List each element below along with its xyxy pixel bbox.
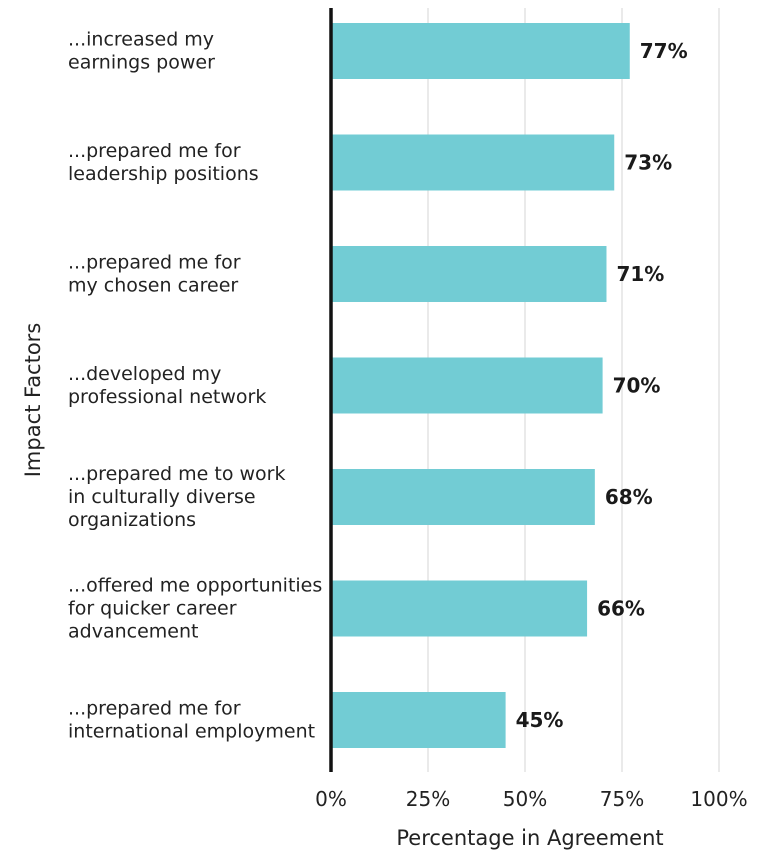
x-axis-title: Percentage in Agreement — [396, 826, 663, 850]
category-label: leadership positions — [68, 163, 259, 185]
category-label: ...prepared me to work — [68, 463, 285, 485]
value-label: 71% — [616, 262, 664, 286]
value-labels: 77% 73% 71% 70% 68% 66% 45% — [516, 39, 688, 732]
category-label: for quicker career — [68, 598, 237, 620]
bar — [331, 357, 603, 414]
category-label: organizations — [68, 509, 196, 531]
bar — [331, 469, 595, 525]
x-tick-label: 75% — [600, 787, 644, 811]
x-tick-labels: 0% 25% 50% 75% 100% — [315, 787, 747, 811]
value-label: 68% — [605, 485, 653, 509]
category-label: professional network — [68, 386, 266, 408]
x-tick-label: 100% — [690, 787, 747, 811]
category-label: ...increased my — [68, 29, 214, 51]
bar — [331, 23, 630, 79]
x-tick-label: 0% — [315, 787, 347, 811]
category-label: my chosen career — [68, 275, 238, 297]
y-axis-title: Impact Factors — [21, 323, 45, 478]
category-label: earnings power — [68, 52, 215, 74]
bars — [331, 23, 630, 748]
value-label: 73% — [624, 151, 672, 175]
value-label: 45% — [516, 708, 564, 732]
x-tick-label: 25% — [406, 787, 450, 811]
category-label: international employment — [68, 721, 315, 743]
category-label: ...prepared me for — [68, 252, 241, 274]
bar — [331, 580, 588, 637]
category-label: ...prepared me for — [68, 698, 241, 720]
value-label: 70% — [613, 374, 661, 398]
category-label: ...prepared me for — [68, 140, 241, 162]
bar — [331, 246, 607, 302]
x-tick-label: 50% — [503, 787, 547, 811]
bar — [331, 692, 506, 748]
category-label: advancement — [68, 621, 198, 643]
category-label: ...offered me opportunities — [68, 575, 322, 597]
bar — [331, 134, 615, 191]
category-label: in culturally diverse — [68, 486, 256, 508]
value-label: 66% — [597, 597, 645, 621]
category-label: ...developed my — [68, 363, 221, 385]
value-label: 77% — [640, 39, 688, 63]
